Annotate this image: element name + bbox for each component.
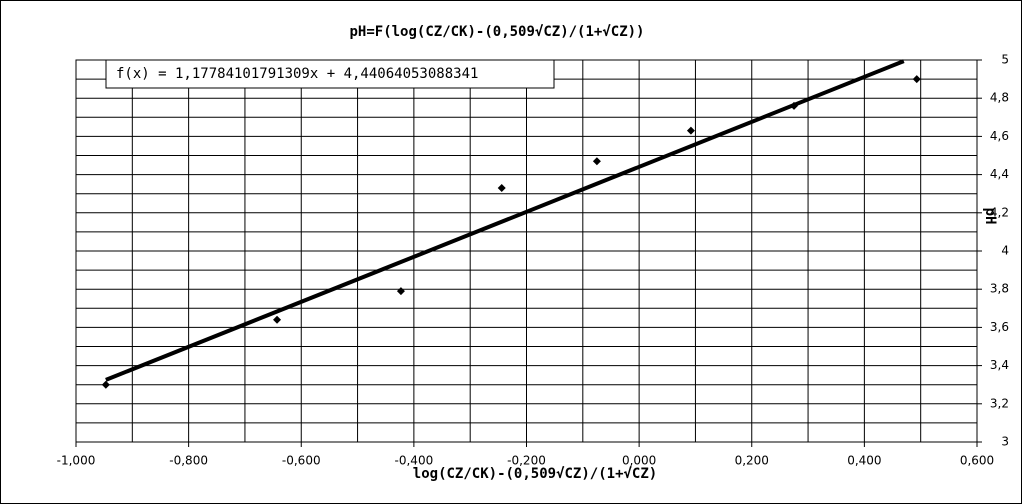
data-point xyxy=(686,126,695,135)
x-tick-label: -0,800 xyxy=(169,454,208,468)
x-tick-label: 0,600 xyxy=(960,454,994,468)
trendline-equation: f(x) = 1,17784101791309x + 4,44064053088… xyxy=(116,66,478,82)
x-tick-label: 0,000 xyxy=(622,454,656,468)
y-tick-label: 3,2 xyxy=(990,396,1009,410)
x-tick-label: -0,200 xyxy=(507,454,546,468)
x-axis-label: log(CZ/CK)-(0,509√CZ)/(1+√CZ) xyxy=(413,466,657,482)
data-point xyxy=(396,287,405,296)
y-tick-label: 4,8 xyxy=(990,91,1009,105)
y-tick-label: 3 xyxy=(1001,435,1009,449)
chart-title: pH=F(log(CZ/CK)-(0,509√CZ)/(1+√CZ)) xyxy=(349,24,644,40)
x-tick-label: 0,400 xyxy=(847,454,881,468)
y-tick-label: 3,4 xyxy=(990,358,1009,372)
x-tick-label: -0,400 xyxy=(395,454,434,468)
y-tick-label: 4,2 xyxy=(990,205,1009,219)
x-tick-label: 0,200 xyxy=(735,454,769,468)
y-tick-label: 4,4 xyxy=(990,167,1009,181)
y-tick-label: 3,8 xyxy=(990,282,1009,296)
trendline xyxy=(105,59,905,382)
data-point xyxy=(273,315,282,324)
y-tick-label: 4,6 xyxy=(990,129,1009,143)
y-tick-label: 5 xyxy=(1001,53,1009,67)
equation-box xyxy=(105,59,555,89)
data-point xyxy=(592,157,601,166)
data-point xyxy=(101,380,110,389)
data-point xyxy=(912,75,921,84)
y-tick-label: 4 xyxy=(1001,244,1009,258)
data-point xyxy=(497,183,506,192)
y-tick-label: 3,6 xyxy=(990,320,1009,334)
x-tick-label: -1,000 xyxy=(57,454,96,468)
y-axis-label: pH xyxy=(982,208,998,225)
x-tick-label: -0,600 xyxy=(282,454,321,468)
